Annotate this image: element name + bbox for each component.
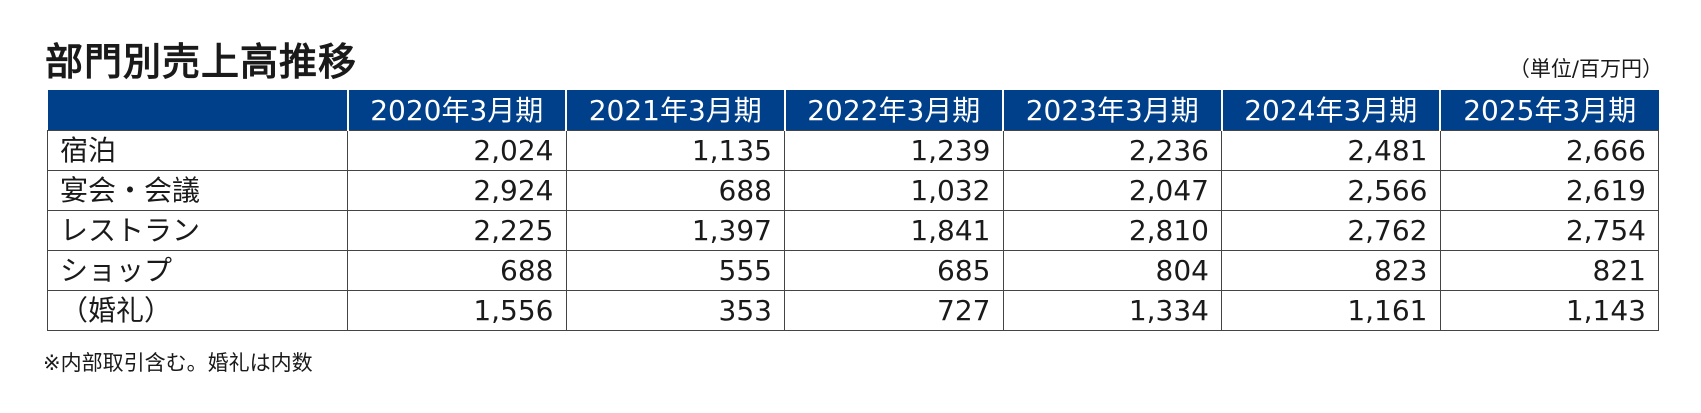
table-row: ショップ 688 555 685 804 823 821 — [47, 250, 1659, 291]
header-row: 2020年3月期 2021年3月期 2022年3月期 2023年3月期 2024… — [47, 90, 1659, 131]
column-header: 2021年3月期 — [565, 90, 785, 131]
table-cell: 685 — [784, 250, 1004, 291]
table-cell: 2,047 — [1002, 170, 1222, 211]
table-row: （婚礼） 1,556 353 727 1,334 1,161 1,143 — [47, 290, 1659, 331]
table-cell: 1,397 — [565, 210, 785, 251]
table-cell: 2,924 — [347, 170, 567, 211]
table-cell: 1,841 — [784, 210, 1004, 251]
row-label: 宴会・会議 — [47, 170, 348, 211]
footnote: ※内部取引含む。婚礼は内数 — [43, 351, 313, 375]
column-header: 2025年3月期 — [1439, 90, 1659, 131]
table-cell: 1,135 — [565, 130, 785, 171]
table-cell: 1,161 — [1221, 290, 1441, 331]
table-cell: 1,032 — [784, 170, 1004, 211]
table-row: 宴会・会議 2,924 688 1,032 2,047 2,566 2,619 — [47, 170, 1659, 211]
table-cell: 821 — [1439, 250, 1659, 291]
page-title: 部門別売上高推移 — [45, 40, 358, 84]
table-body: 宿泊 2,024 1,135 1,239 2,236 2,481 2,666 宴… — [47, 130, 1659, 331]
table-cell: 2,236 — [1002, 130, 1222, 171]
table-cell: 2,024 — [347, 130, 567, 171]
column-header: 2020年3月期 — [346, 90, 566, 131]
table-cell: 2,754 — [1439, 210, 1659, 251]
sales-table: 2020年3月期 2021年3月期 2022年3月期 2023年3月期 2024… — [47, 90, 1659, 331]
table-cell: 2,762 — [1221, 210, 1441, 251]
table-header: 2020年3月期 2021年3月期 2022年3月期 2023年3月期 2024… — [47, 90, 1659, 131]
table-cell: 2,810 — [1002, 210, 1222, 251]
row-label: レストラン — [47, 210, 348, 251]
unit-label: （単位/百万円） — [1508, 57, 1663, 81]
table-cell: 688 — [565, 170, 785, 211]
row-label: 宿泊 — [47, 130, 348, 171]
table-cell: 1,239 — [784, 130, 1004, 171]
table-cell: 2,481 — [1221, 130, 1441, 171]
table-cell: 2,566 — [1221, 170, 1441, 211]
table-row: レストラン 2,225 1,397 1,841 2,810 2,762 2,75… — [47, 210, 1659, 251]
table-cell: 688 — [347, 250, 567, 291]
table-row: 宿泊 2,024 1,135 1,239 2,236 2,481 2,666 — [47, 130, 1659, 171]
table-cell: 2,225 — [347, 210, 567, 251]
table-cell: 1,143 — [1439, 290, 1659, 331]
table-cell: 1,556 — [347, 290, 567, 331]
table-cell: 1,334 — [1002, 290, 1222, 331]
table-cell: 353 — [565, 290, 785, 331]
table-cell: 2,666 — [1439, 130, 1659, 171]
column-header: 2023年3月期 — [1002, 90, 1222, 131]
table-cell: 727 — [784, 290, 1004, 331]
header-corner-cell — [47, 90, 348, 131]
row-label: （婚礼） — [47, 290, 348, 331]
table-cell: 804 — [1002, 250, 1222, 291]
table-cell: 2,619 — [1439, 170, 1659, 211]
row-label: ショップ — [47, 250, 348, 291]
column-header: 2022年3月期 — [783, 90, 1003, 131]
table-cell: 823 — [1221, 250, 1441, 291]
column-header: 2024年3月期 — [1220, 90, 1440, 131]
table-cell: 555 — [565, 250, 785, 291]
